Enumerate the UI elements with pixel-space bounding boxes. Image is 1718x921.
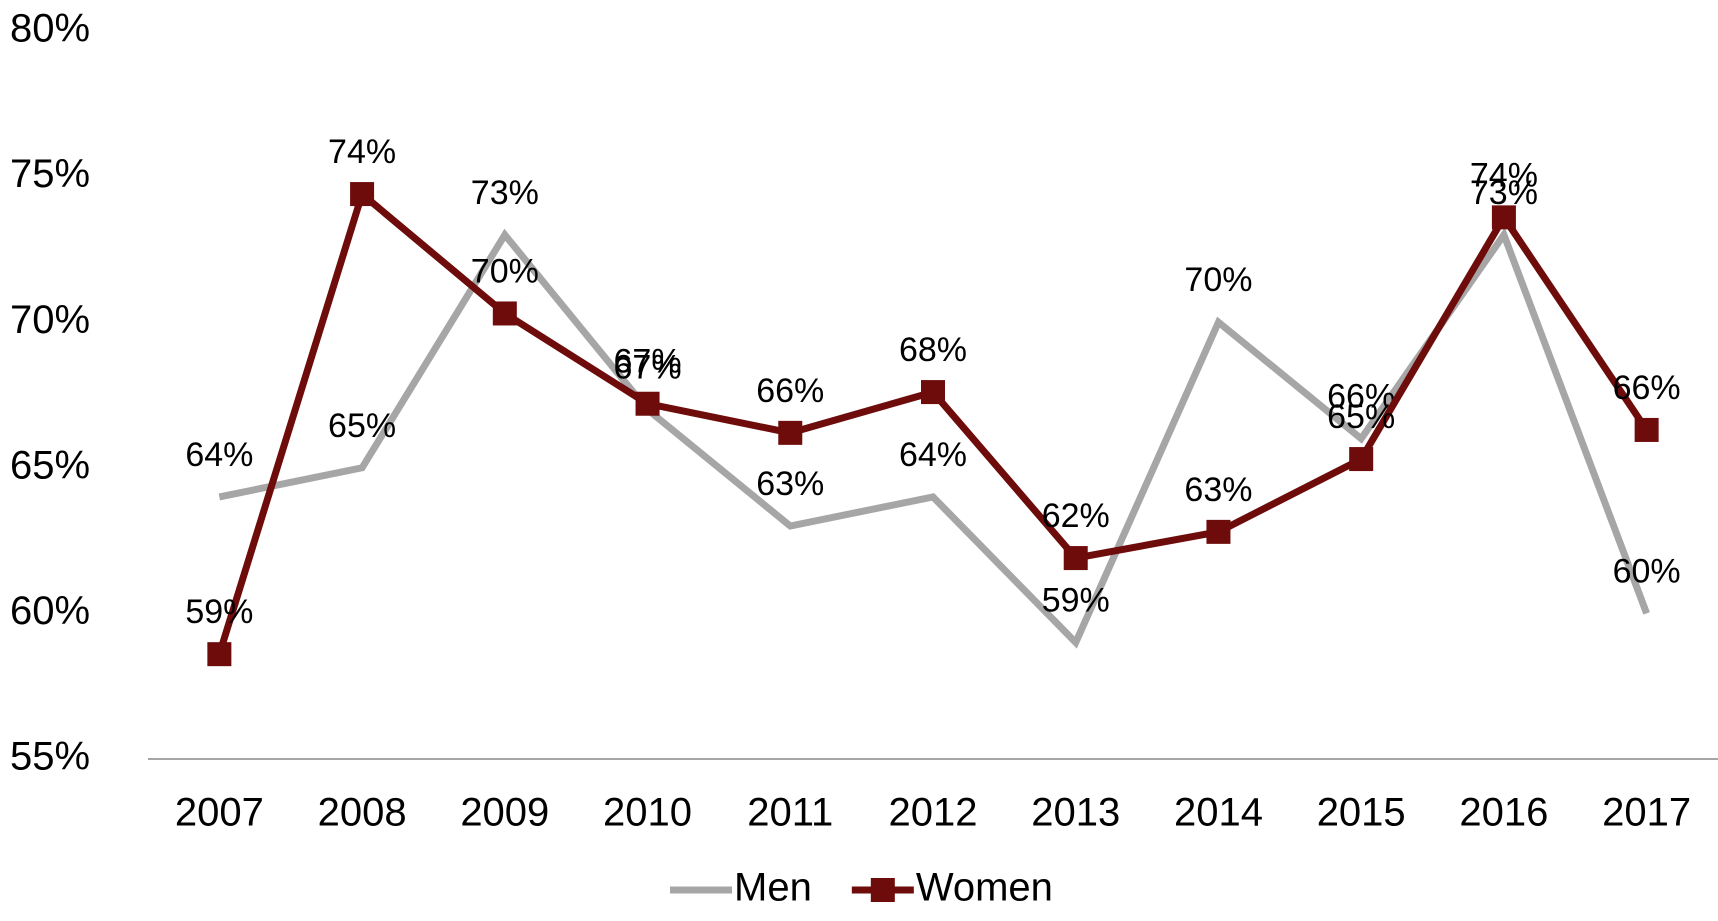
- data-label: 73%: [471, 174, 539, 212]
- legend-label: Women: [916, 866, 1053, 910]
- marker: [207, 642, 232, 667]
- data-label: 65%: [328, 407, 396, 445]
- marker: [778, 420, 803, 445]
- x-tick-label: 2011: [747, 791, 833, 835]
- marker: [1063, 546, 1088, 571]
- data-label: 60%: [1613, 552, 1681, 590]
- x-tick-label: 2010: [603, 791, 692, 835]
- x-tick-label: 2017: [1602, 791, 1691, 835]
- x-tick-label: 2014: [1174, 791, 1263, 835]
- data-label: 66%: [756, 372, 824, 410]
- x-tick-label: 2008: [318, 791, 407, 835]
- marker: [492, 301, 517, 326]
- x-tick-label: 2015: [1317, 791, 1406, 835]
- data-label: 67%: [614, 349, 682, 387]
- data-label: 59%: [1042, 582, 1110, 620]
- legend-marker: [870, 878, 895, 902]
- data-label: 70%: [1184, 261, 1252, 299]
- data-label: 74%: [328, 133, 396, 171]
- x-tick-label: 2009: [460, 791, 549, 835]
- data-label: 64%: [899, 436, 967, 474]
- line-men: [218, 227, 1650, 649]
- data-label: 65%: [1327, 398, 1395, 436]
- data-label: 62%: [1042, 497, 1110, 535]
- data-label: 63%: [1184, 471, 1252, 509]
- x-tick-label: 2012: [889, 791, 978, 835]
- data-label: 74%: [1470, 156, 1538, 194]
- y-tick-label: 75%: [10, 152, 90, 196]
- y-tick-label: 70%: [10, 298, 90, 342]
- y-tick-label: 65%: [10, 443, 90, 487]
- data-label: 66%: [1613, 369, 1681, 407]
- y-tick-label: 60%: [10, 589, 90, 633]
- data-label: 67%: [614, 343, 682, 381]
- marker: [350, 182, 375, 207]
- x-tick-label: 2007: [175, 791, 264, 835]
- data-label: 63%: [756, 465, 824, 503]
- marker: [1634, 417, 1659, 442]
- x-tick-label: 2013: [1031, 791, 1120, 835]
- y-tick-label: 55%: [10, 735, 90, 779]
- legend-label: Men: [734, 866, 812, 910]
- data-label: 70%: [471, 252, 539, 290]
- marker: [1491, 205, 1516, 230]
- data-label: 68%: [899, 331, 967, 369]
- marker: [1206, 519, 1231, 544]
- marker: [921, 380, 945, 405]
- x-tick-label: 2016: [1459, 791, 1548, 835]
- marker: [1349, 447, 1374, 472]
- line-women: [216, 188, 1650, 656]
- data-label: 59%: [185, 593, 253, 631]
- data-label: 64%: [185, 436, 253, 474]
- marker: [635, 391, 660, 416]
- data-label: 66%: [1327, 378, 1395, 416]
- y-tick-label: 80%: [10, 7, 90, 51]
